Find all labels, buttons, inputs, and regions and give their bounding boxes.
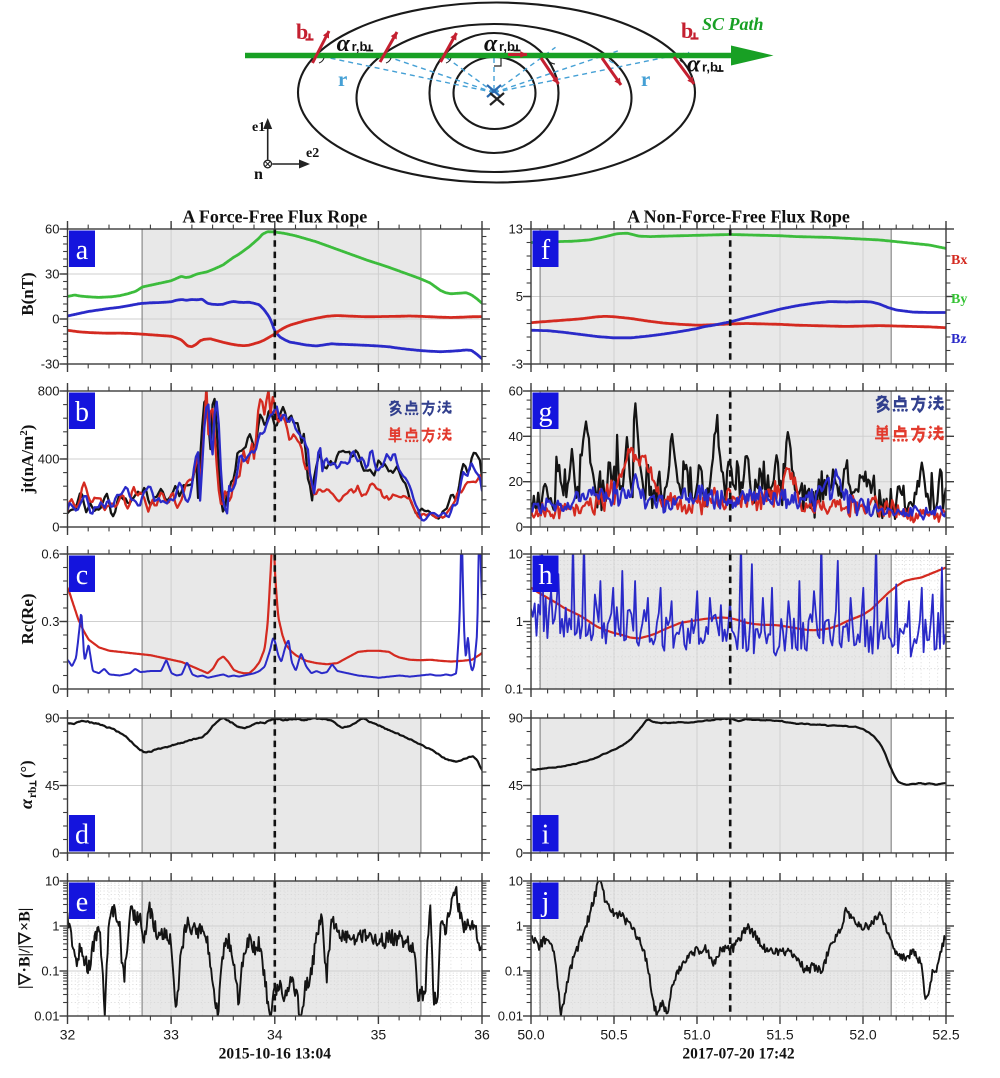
svg-text:α: α: [16, 798, 36, 809]
svg-text:0: 0: [52, 520, 59, 535]
svg-text:20: 20: [509, 474, 523, 489]
svg-text:c: c: [76, 560, 88, 591]
svg-text:h: h: [539, 560, 553, 591]
svg-text:A Force-Free Flux Rope: A Force-Free Flux Rope: [182, 207, 367, 227]
svg-text:B(nT): B(nT): [18, 272, 37, 315]
svg-text:SC Path: SC Path: [702, 14, 764, 34]
svg-text:0.6: 0.6: [41, 547, 59, 562]
svg-text:|: |: [17, 985, 34, 989]
svg-text:r,b: r,b: [499, 39, 515, 54]
svg-text:51.0: 51.0: [683, 1027, 710, 1043]
svg-text:Rc(Re): Rc(Re): [18, 594, 37, 645]
svg-text:0.1: 0.1: [505, 964, 523, 979]
svg-text:36: 36: [474, 1027, 490, 1043]
svg-text:0: 0: [516, 846, 523, 861]
svg-text:34: 34: [267, 1027, 283, 1043]
svg-text:0.3: 0.3: [41, 614, 59, 629]
svg-text:α: α: [687, 52, 701, 78]
svg-text:r,b: r,b: [702, 60, 718, 75]
svg-text:52.0: 52.0: [849, 1027, 876, 1043]
svg-text:30: 30: [45, 267, 59, 282]
svg-text:b: b: [75, 397, 89, 428]
svg-text:r: r: [641, 67, 650, 91]
svg-text:-3: -3: [511, 357, 523, 372]
svg-text:51.5: 51.5: [766, 1027, 793, 1043]
svg-text:b: b: [296, 19, 308, 44]
svg-text:e2: e2: [306, 146, 319, 161]
svg-text:j: j: [541, 887, 550, 918]
svg-text:b: b: [681, 18, 693, 43]
svg-text:0: 0: [52, 682, 59, 697]
svg-text:d: d: [75, 820, 89, 851]
svg-text:0: 0: [516, 520, 523, 535]
svg-text:32: 32: [60, 1027, 76, 1043]
svg-text:Bx: Bx: [951, 253, 967, 268]
svg-text:800: 800: [38, 384, 60, 399]
svg-text:35: 35: [371, 1027, 387, 1043]
svg-text:rb: rb: [27, 787, 39, 799]
svg-text:10: 10: [509, 874, 523, 889]
svg-text:α: α: [337, 31, 351, 57]
svg-text:400: 400: [38, 452, 60, 467]
svg-text:90: 90: [509, 711, 523, 726]
svg-text:10: 10: [509, 547, 523, 562]
svg-text:r: r: [338, 67, 347, 91]
svg-text:0.1: 0.1: [505, 682, 523, 697]
svg-text:0.01: 0.01: [498, 1009, 523, 1024]
svg-text:5: 5: [516, 289, 523, 304]
svg-text:A Non-Force-Free Flux Rope: A Non-Force-Free Flux Rope: [627, 207, 850, 227]
svg-text:(°): (°): [17, 760, 36, 778]
svg-text:r,b: r,b: [352, 39, 368, 54]
svg-text:45: 45: [45, 778, 59, 793]
svg-text:n: n: [254, 166, 263, 183]
svg-text:Bz: Bz: [951, 332, 967, 347]
svg-text:0: 0: [52, 312, 59, 327]
svg-text:1: 1: [52, 919, 59, 934]
svg-text:0.1: 0.1: [41, 964, 59, 979]
svg-text:e: e: [76, 887, 88, 918]
svg-text:e1: e1: [252, 120, 265, 135]
svg-text:2017-07-20 17:42: 2017-07-20 17:42: [682, 1046, 795, 1063]
svg-text:50.5: 50.5: [600, 1027, 627, 1043]
svg-text:jt(nA/m2): jt(nA/m2): [18, 425, 37, 495]
svg-text:×B|: ×B|: [17, 908, 34, 931]
svg-text:2015-10-16 13:04: 2015-10-16 13:04: [219, 1046, 332, 1063]
svg-text:50.0: 50.0: [517, 1027, 544, 1043]
svg-text:·B|/|: ·B|/|: [17, 945, 34, 973]
svg-text:1: 1: [516, 919, 523, 934]
svg-text:-30: -30: [41, 357, 60, 372]
svg-text:13: 13: [509, 222, 523, 237]
svg-text:52.5: 52.5: [932, 1027, 959, 1043]
svg-text:f: f: [541, 235, 551, 266]
svg-text:60: 60: [45, 222, 59, 237]
svg-text:By: By: [951, 292, 967, 307]
svg-text:α: α: [484, 31, 498, 57]
svg-text:45: 45: [509, 778, 523, 793]
svg-text:1: 1: [516, 614, 523, 629]
svg-text:10: 10: [45, 874, 59, 889]
svg-text:a: a: [76, 235, 89, 266]
svg-text:i: i: [542, 820, 550, 851]
svg-text:60: 60: [509, 384, 523, 399]
svg-text:g: g: [539, 397, 553, 428]
svg-text:90: 90: [45, 711, 59, 726]
svg-text:0.01: 0.01: [34, 1009, 59, 1024]
svg-text:40: 40: [509, 429, 523, 444]
svg-text:33: 33: [163, 1027, 179, 1043]
svg-text:0: 0: [52, 846, 59, 861]
